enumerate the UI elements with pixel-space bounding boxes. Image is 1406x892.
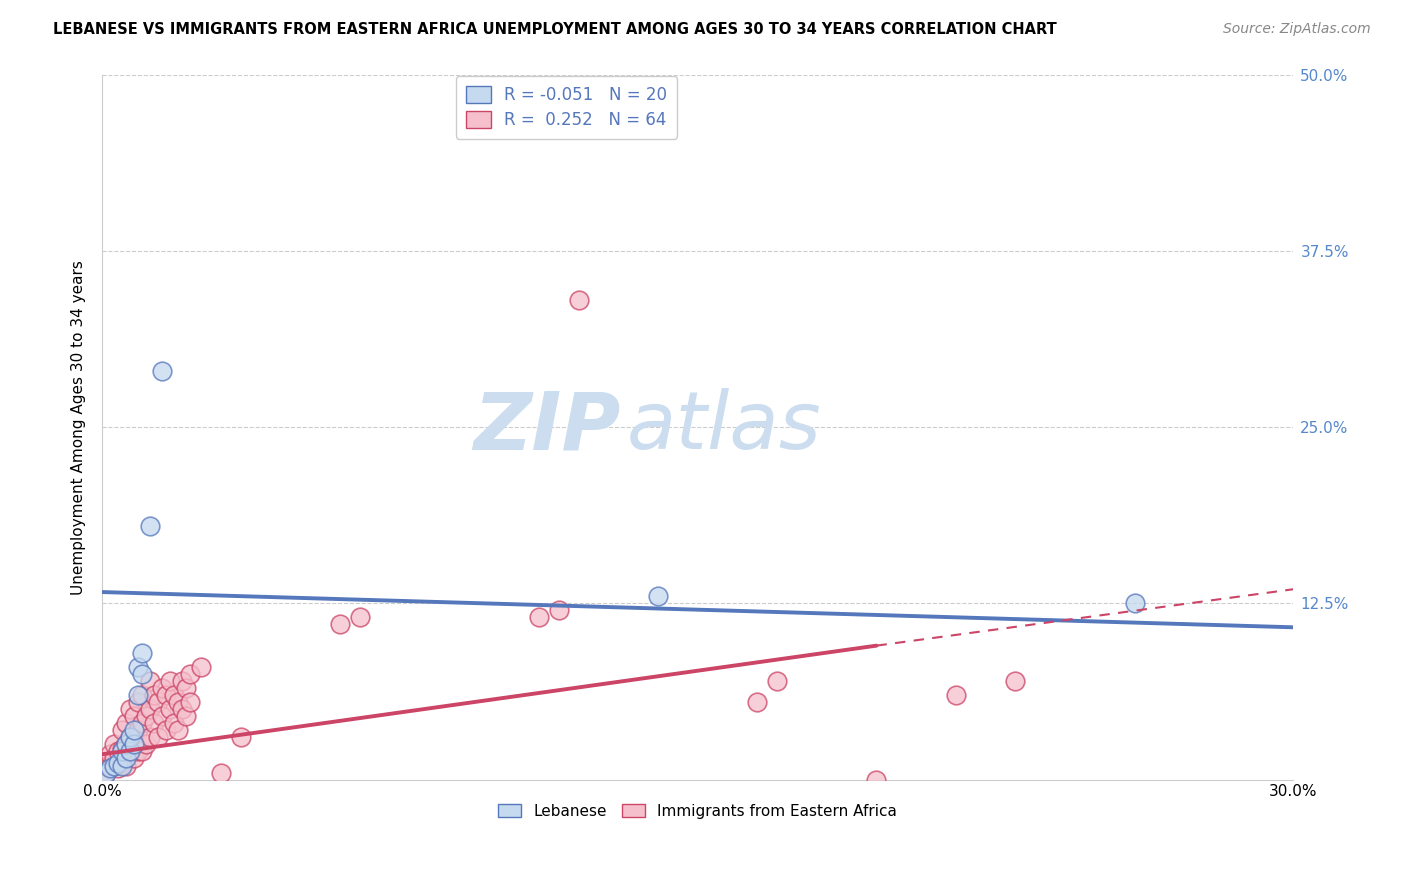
Point [865, 772, 887, 787]
Point [98, 747, 121, 762]
Point [115, 716, 138, 731]
Point [349, 610, 371, 624]
Point [174, 709, 197, 723]
Point [127, 695, 149, 709]
Point [127, 723, 149, 738]
Point [174, 681, 197, 695]
Point [150, 364, 173, 378]
Legend: Lebanese, Immigrants from Eastern Africa: Lebanese, Immigrants from Eastern Africa [492, 797, 904, 825]
Point [103, 737, 125, 751]
Point [150, 709, 173, 723]
Point [131, 744, 153, 758]
Point [122, 737, 145, 751]
Point [127, 660, 149, 674]
Text: ZIP: ZIP [472, 388, 620, 466]
Point [118, 744, 141, 758]
Point [122, 751, 145, 765]
Point [115, 751, 138, 765]
Point [118, 731, 141, 745]
Point [103, 751, 125, 765]
Point [111, 723, 134, 738]
Point [139, 702, 162, 716]
Point [98, 758, 121, 772]
Point [118, 731, 141, 745]
Point [131, 646, 153, 660]
Point [107, 744, 129, 758]
Point [131, 688, 153, 702]
Point [1123, 596, 1146, 610]
Point [209, 765, 232, 780]
Point [179, 695, 201, 709]
Point [103, 758, 125, 772]
Point [146, 695, 169, 709]
Point [159, 673, 181, 688]
Y-axis label: Unemployment Among Ages 30 to 34 years: Unemployment Among Ages 30 to 34 years [72, 260, 86, 594]
Point [146, 731, 169, 745]
Point [118, 744, 141, 758]
Point [170, 702, 193, 716]
Point [568, 293, 591, 307]
Point [111, 756, 134, 770]
Point [135, 737, 157, 751]
Point [111, 741, 134, 756]
Point [107, 756, 129, 770]
Point [1004, 673, 1026, 688]
Point [122, 723, 145, 738]
Point [329, 617, 352, 632]
Point [122, 737, 145, 751]
Point [98, 761, 121, 775]
Point [135, 709, 157, 723]
Point [127, 744, 149, 758]
Text: Source: ZipAtlas.com: Source: ZipAtlas.com [1223, 22, 1371, 37]
Text: LEBANESE VS IMMIGRANTS FROM EASTERN AFRICA UNEMPLOYMENT AMONG AGES 30 TO 34 YEAR: LEBANESE VS IMMIGRANTS FROM EASTERN AFRI… [53, 22, 1057, 37]
Point [111, 758, 134, 772]
Point [131, 716, 153, 731]
Point [766, 673, 789, 688]
Point [527, 610, 550, 624]
Point [647, 589, 669, 603]
Point [179, 666, 201, 681]
Point [139, 673, 162, 688]
Point [96, 765, 118, 780]
Point [166, 695, 188, 709]
Point [131, 666, 153, 681]
Point [139, 518, 162, 533]
Point [115, 737, 138, 751]
Point [190, 660, 212, 674]
Point [547, 603, 569, 617]
Point [122, 709, 145, 723]
Point [139, 731, 162, 745]
Point [231, 731, 253, 745]
Point [945, 688, 967, 702]
Point [159, 702, 181, 716]
Point [155, 688, 177, 702]
Point [118, 702, 141, 716]
Text: atlas: atlas [626, 388, 821, 466]
Point [142, 688, 165, 702]
Point [115, 758, 138, 772]
Point [96, 765, 118, 780]
Point [163, 716, 186, 731]
Point [150, 681, 173, 695]
Point [163, 688, 186, 702]
Point [747, 695, 769, 709]
Point [115, 737, 138, 751]
Point [96, 758, 118, 772]
Point [111, 744, 134, 758]
Point [107, 761, 129, 775]
Point [155, 723, 177, 738]
Point [127, 688, 149, 702]
Point [142, 716, 165, 731]
Point [166, 723, 188, 738]
Point [170, 673, 193, 688]
